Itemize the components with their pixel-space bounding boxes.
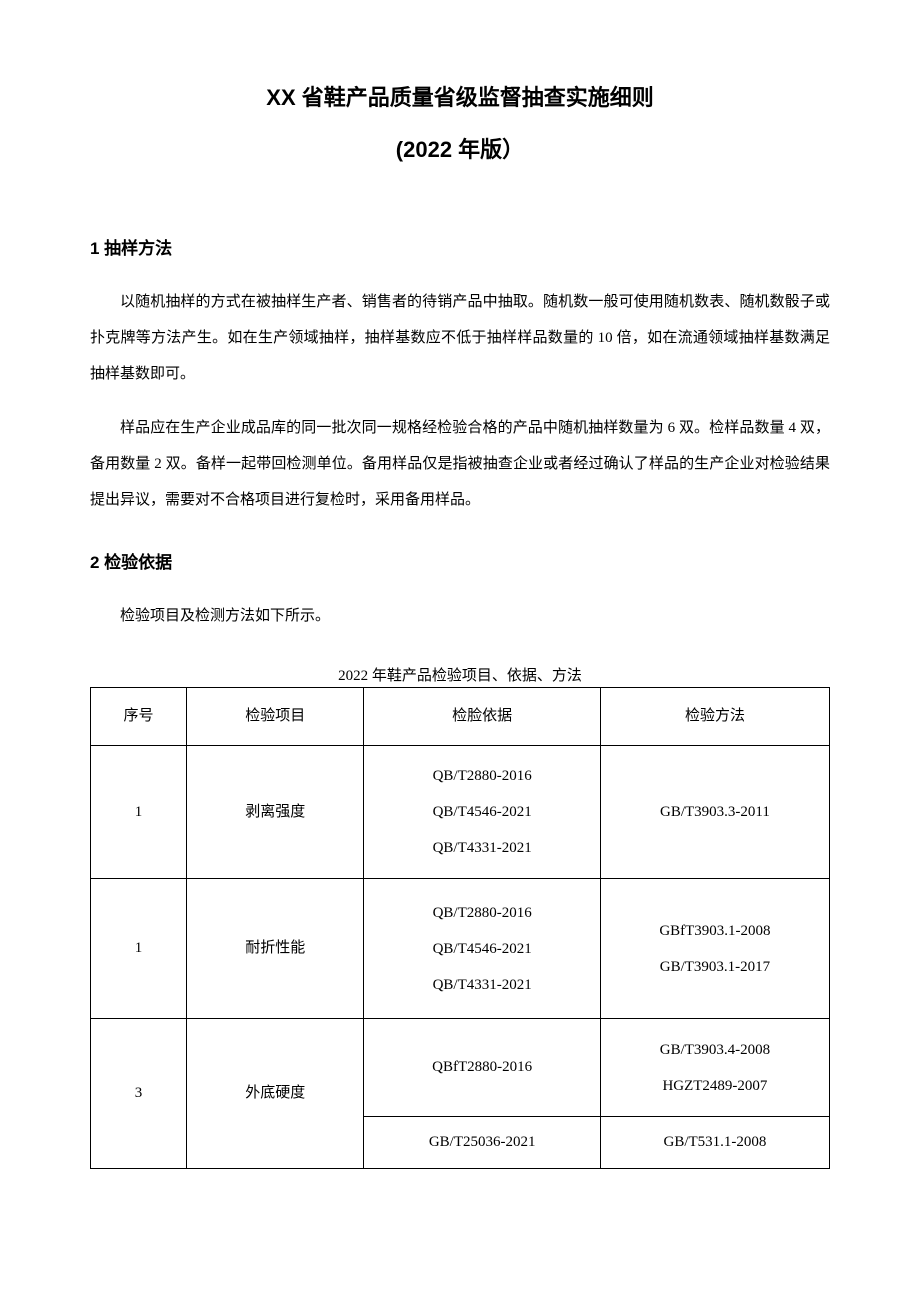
section-2-paragraph-1: 检验项目及检测方法如下所示。 (90, 598, 830, 634)
cell-item: 外底硬度 (187, 1019, 364, 1169)
table-row: 1 耐折性能 QB/T2880-2016QB/T4546-2021QB/T433… (91, 879, 830, 1019)
cell-basis: QB/T2880-2016QB/T4546-2021QB/T4331-2021 (364, 879, 600, 1019)
section-1-paragraph-2: 样品应在生产企业成品库的同一批次同一规格经检验合格的产品中随机抽样数量为 6 双… (90, 410, 830, 518)
table-row: 1 剥离强度 QB/T2880-2016QB/T4546-2021QB/T433… (91, 746, 830, 879)
section-1-heading: 1 抽样方法 (90, 234, 830, 259)
cell-method: GB/T3903.4-2008HGZT2489-2007 (600, 1019, 829, 1117)
document-title-main: XX 省鞋产品质量省级监督抽查实施细则 (90, 80, 830, 112)
table-caption: 2022 年鞋产品检验项目、依据、方法 (90, 664, 830, 685)
header-basis: 检脸依据 (364, 688, 600, 746)
cell-basis: GB/T25036-2021 (364, 1117, 600, 1169)
cell-basis: QB/T2880-2016QB/T4546-2021QB/T4331-2021 (364, 746, 600, 879)
header-item: 检验项目 (187, 688, 364, 746)
cell-basis: QBfT2880-2016 (364, 1019, 600, 1117)
cell-item: 耐折性能 (187, 879, 364, 1019)
table-row: 3 外底硬度 QBfT2880-2016 GB/T3903.4-2008HGZT… (91, 1019, 830, 1117)
cell-method: GBfT3903.1-2008GB/T3903.1-2017 (600, 879, 829, 1019)
table-header-row: 序号 检验项目 检脸依据 检验方法 (91, 688, 830, 746)
cell-item: 剥离强度 (187, 746, 364, 879)
cell-method: GB/T531.1-2008 (600, 1117, 829, 1169)
cell-seq: 1 (91, 746, 187, 879)
header-seq: 序号 (91, 688, 187, 746)
section-1-paragraph-1: 以随机抽样的方式在被抽样生产者、销售者的待销产品中抽取。随机数一般可使用随机数表… (90, 284, 830, 392)
cell-method: GB/T3903.3-2011 (600, 746, 829, 879)
document-title-sub: (2022 年版） (90, 132, 830, 164)
header-method: 检验方法 (600, 688, 829, 746)
cell-seq: 1 (91, 879, 187, 1019)
cell-seq: 3 (91, 1019, 187, 1169)
section-2-heading: 2 检验依据 (90, 548, 830, 573)
inspection-table: 序号 检验项目 检脸依据 检验方法 1 剥离强度 QB/T2880-2016QB… (90, 687, 830, 1169)
